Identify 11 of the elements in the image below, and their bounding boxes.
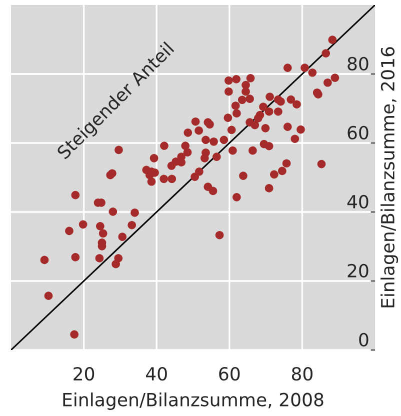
x-tick-label: 20 xyxy=(74,366,94,381)
y-tick-label: 80 xyxy=(348,56,368,70)
x-tick-label: 40 xyxy=(146,366,167,381)
x-tick-label: 60 xyxy=(219,366,240,381)
y-axis-title: Einlagen/Bilanzsumme, 2016 xyxy=(380,47,398,308)
x-axis-title: Einlagen/Bilanzsumme, 2008 xyxy=(63,392,324,410)
y-tick-label: 0 xyxy=(359,332,368,346)
y-tick-label: 20 xyxy=(348,264,368,278)
y-tick-label: 60 xyxy=(348,126,368,140)
x-tick-label: 80 xyxy=(292,366,312,381)
y-tick-label: 40 xyxy=(347,194,368,208)
